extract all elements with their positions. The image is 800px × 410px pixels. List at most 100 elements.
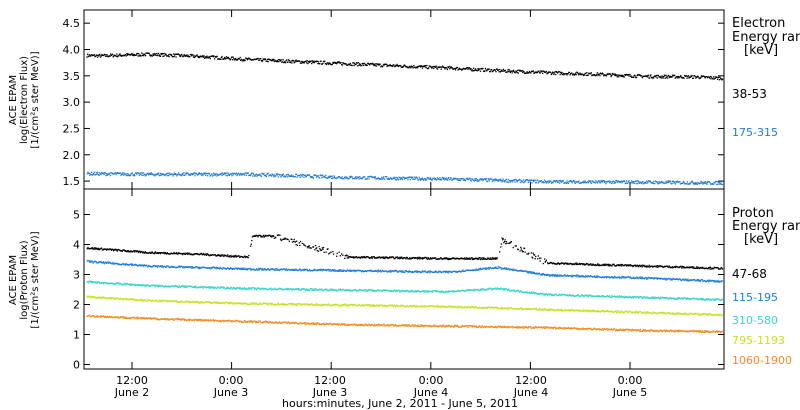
proton-data-point: [656, 266, 658, 268]
electron-data-point: [590, 182, 593, 185]
proton-data-point: [355, 290, 358, 292]
electron-data-point: [300, 174, 303, 176]
electron-data-point: [537, 179, 539, 181]
proton-data-point: [175, 267, 177, 269]
electron-data-point: [401, 177, 403, 180]
electron-data-point: [410, 67, 412, 69]
proton-data-point: [196, 252, 198, 255]
electron-data-point: [299, 176, 301, 178]
proton-data-point: [256, 288, 258, 290]
electron-data-point: [553, 179, 555, 182]
proton-data-point: [334, 269, 336, 271]
electron-data-point: [608, 180, 610, 182]
electron-data-point: [436, 67, 438, 69]
electron-data-point: [471, 70, 473, 72]
electron-data-point: [410, 176, 412, 178]
electron-data-point: [685, 75, 688, 77]
proton-data-point: [618, 264, 620, 266]
electron-data-point: [309, 174, 311, 176]
proton-data-point: [272, 288, 274, 291]
electron-data-point: [306, 62, 308, 64]
electron-data-point: [271, 58, 274, 61]
electron-data-point: [406, 66, 409, 69]
proton-data-point: [248, 288, 251, 290]
electron-data-point: [116, 53, 118, 55]
proton-data-point: [641, 296, 643, 298]
proton-data-point: [287, 289, 289, 291]
electron-data-point: [339, 176, 341, 178]
electron-data-point: [145, 174, 147, 176]
proton-data-point: [543, 294, 545, 296]
proton-data-point: [500, 268, 503, 270]
electron-data-point: [516, 181, 518, 183]
proton-data-point: [636, 276, 638, 278]
electron-data-point: [295, 59, 297, 61]
proton-data-point: [503, 240, 506, 243]
electron-data-point: [689, 183, 692, 185]
proton-data-point: [215, 266, 217, 268]
electron-data-point: [173, 173, 175, 176]
proton-data-point: [623, 295, 625, 298]
proton-data-point: [230, 254, 232, 257]
proton-data-point: [538, 272, 541, 274]
proton-data-point: [460, 271, 462, 273]
electron-data-point: [437, 66, 439, 68]
proton-data-point: [503, 268, 505, 270]
electron-data-point: [289, 175, 291, 177]
electron-data-point: [525, 72, 528, 74]
electron-data-point: [556, 71, 558, 74]
electron-data-point: [501, 180, 504, 182]
electron-data-point: [184, 55, 186, 57]
electron-data-point: [302, 174, 304, 176]
proton-data-point: [381, 257, 383, 259]
electron-data-point: [481, 68, 483, 70]
proton-data-point: [295, 244, 297, 246]
proton-data-point: [485, 267, 487, 269]
electron-data-point: [303, 176, 305, 178]
electron-data-point: [197, 174, 199, 176]
proton-data-point: [625, 296, 628, 298]
proton-data-point: [578, 263, 580, 265]
electron-plot-frame: [83, 9, 725, 190]
electron-data-point: [492, 70, 495, 72]
proton-data-point: [147, 284, 149, 286]
electron-data-point: [162, 55, 164, 58]
electron-data-point: [660, 77, 663, 79]
proton-data-point: [492, 258, 494, 260]
proton-data-point: [675, 278, 677, 281]
electron-data-point: [138, 55, 140, 57]
electron-data-point: [231, 175, 233, 177]
proton-data-point: [487, 267, 489, 269]
proton-data-point: [244, 255, 246, 257]
electron-data-point: [276, 174, 278, 176]
proton-data-point: [446, 271, 449, 274]
proton-data-point: [467, 289, 470, 292]
electron-data-point: [331, 175, 333, 177]
electron-data-point: [334, 61, 336, 64]
proton-data-point: [115, 248, 117, 250]
proton-data-point: [181, 266, 184, 268]
proton-data-point: [391, 256, 393, 258]
electron-data-point: [499, 68, 501, 71]
proton-data-point: [188, 266, 190, 268]
electron-data-point: [154, 53, 157, 55]
electron-data-point: [259, 173, 261, 175]
proton-data-point: [220, 286, 222, 288]
electron-data-point: [495, 179, 497, 181]
proton-data-point: [162, 266, 164, 268]
proton-data-point: [487, 288, 489, 290]
proton-data-point: [154, 264, 156, 267]
electron-data-point: [141, 52, 143, 54]
proton-data-point: [688, 279, 690, 282]
proton-data-point: [317, 250, 320, 252]
electron-data-point: [132, 175, 135, 177]
electron-data-point: [280, 175, 283, 177]
proton-data-point: [635, 297, 637, 299]
electron-data-point: [585, 181, 588, 184]
electron-data-point: [388, 64, 391, 67]
proton-data-point: [233, 287, 236, 289]
electron-data-point: [240, 173, 242, 175]
proton-data-point: [645, 277, 647, 279]
electron-legend-title-3: [keV]: [744, 43, 778, 58]
proton-data-point: [538, 293, 541, 295]
